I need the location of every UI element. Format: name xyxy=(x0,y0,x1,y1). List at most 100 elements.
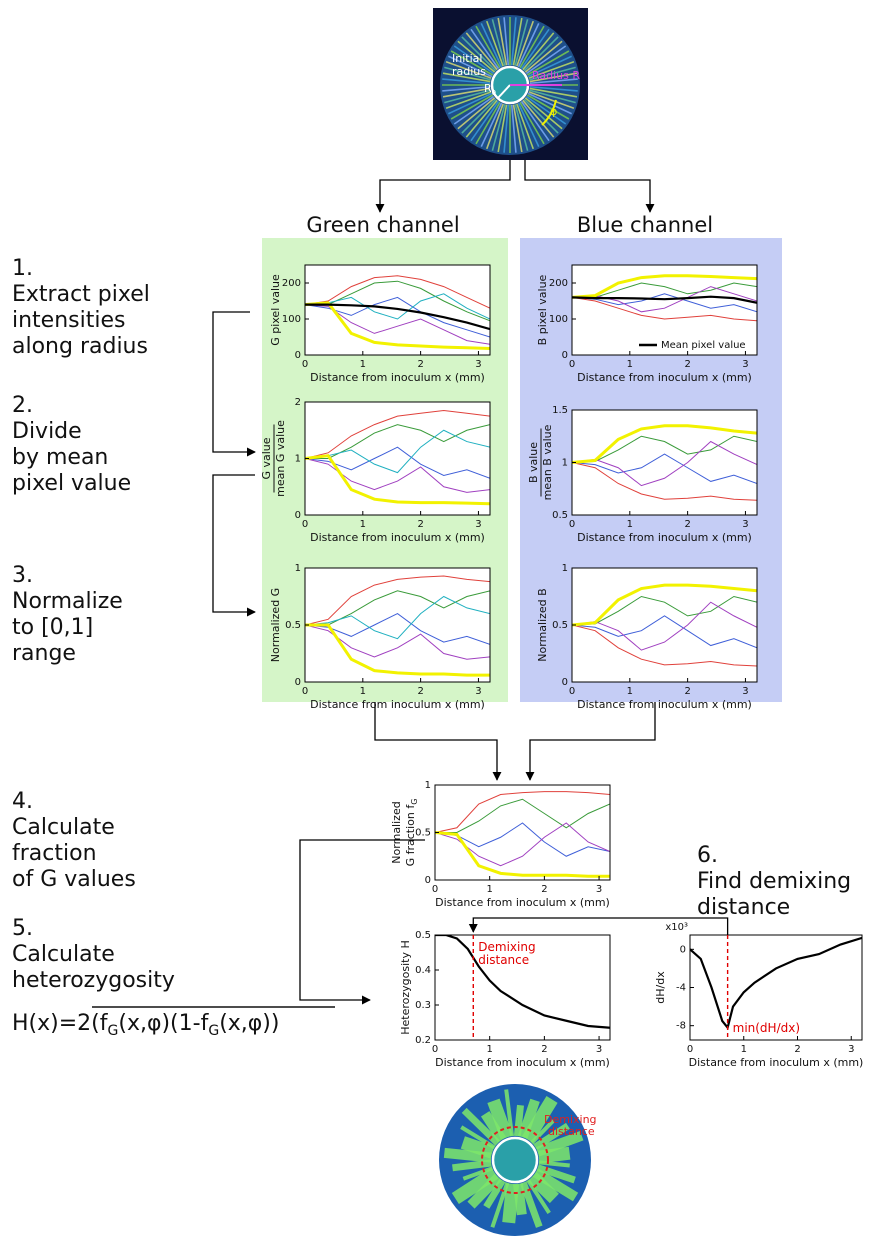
x-tick-label: 1 xyxy=(360,519,366,530)
ray xyxy=(510,104,517,153)
sector xyxy=(451,1167,499,1204)
legend-label: Mean pixel value xyxy=(661,340,746,351)
series-line xyxy=(572,615,757,649)
series-line xyxy=(305,303,490,331)
ray xyxy=(520,100,550,142)
series-line xyxy=(690,936,862,1030)
y-tick-label: 200 xyxy=(282,278,301,289)
x-tick-label: 1 xyxy=(627,359,633,370)
sector xyxy=(452,1159,492,1172)
step-number: 6. xyxy=(697,843,718,868)
series-line xyxy=(572,274,757,299)
y-axis-label-line: Normalized B xyxy=(536,588,549,661)
ray xyxy=(516,103,535,150)
y-axis-label-sub: G xyxy=(410,799,419,805)
arrow xyxy=(524,160,655,213)
step-text: by mean xyxy=(12,445,108,470)
ray xyxy=(475,101,501,145)
formula: H(x)=2(fG(x,φ)(1-fG(x,φ)) xyxy=(12,1006,335,1039)
x-tick-label: 3 xyxy=(475,519,481,530)
series-line xyxy=(572,296,757,322)
y-axis-label: Heterozygosity H xyxy=(399,940,412,1035)
x-tick-label: 0 xyxy=(569,359,575,370)
ray xyxy=(450,50,494,76)
plot-area xyxy=(435,785,610,880)
image-label: Demixing xyxy=(544,1113,597,1126)
ray xyxy=(503,17,510,66)
ray xyxy=(497,104,508,153)
arrow xyxy=(212,311,256,457)
ray xyxy=(517,23,540,68)
ray xyxy=(485,20,504,67)
x-tick-label: 1 xyxy=(487,1044,493,1055)
series-line xyxy=(572,624,757,667)
formula-sub: G xyxy=(108,1023,119,1039)
ray xyxy=(529,66,576,81)
y-tick-label: 1 xyxy=(562,563,568,574)
step-text: distance xyxy=(697,895,790,920)
series-line xyxy=(305,301,490,351)
sector xyxy=(460,1136,495,1159)
plot-area xyxy=(435,935,610,1040)
x-tick-label: 0 xyxy=(432,1044,438,1055)
ray xyxy=(444,66,491,81)
annotation: min(dH/dx) xyxy=(733,1021,800,1035)
y-axis-label-line: G value xyxy=(260,437,273,479)
y-tick-label: 0.2 xyxy=(415,1035,431,1046)
formula-part: (x,φ)(1-f xyxy=(118,1011,209,1036)
series-line xyxy=(572,453,757,484)
y-tick-label: 0.5 xyxy=(415,828,431,839)
ray xyxy=(519,101,545,145)
column-title: Blue channel xyxy=(577,213,713,237)
ray xyxy=(522,32,555,71)
x-tick-label: 2 xyxy=(417,519,423,530)
arrow xyxy=(299,839,425,1005)
y-tick-label: 200 xyxy=(549,278,568,289)
x-tick-label: 3 xyxy=(742,686,748,697)
series-line xyxy=(572,462,757,501)
x-axis-label: Distance from inoculum x (mm) xyxy=(435,896,610,909)
sector xyxy=(461,1107,501,1146)
x-tick-label: 3 xyxy=(848,1044,854,1055)
annotation: distance xyxy=(478,953,529,967)
ray xyxy=(527,92,572,115)
x-tick-label: 0 xyxy=(302,519,308,530)
step-text: Calculate xyxy=(12,815,115,840)
ray xyxy=(485,103,504,150)
ray xyxy=(523,98,559,134)
x-tick-label: 0 xyxy=(302,686,308,697)
sector xyxy=(462,1166,494,1181)
x-axis-label: Distance from inoculum x (mm) xyxy=(577,698,752,711)
x-tick-label: 3 xyxy=(596,884,602,895)
column-title: Green channel xyxy=(306,213,459,237)
ray xyxy=(465,99,498,138)
ray xyxy=(480,23,503,68)
arrow xyxy=(374,702,502,781)
sector xyxy=(526,1179,551,1215)
sector xyxy=(467,1173,502,1209)
y-tick-label: 0.5 xyxy=(415,930,431,941)
x-tick-label: 0 xyxy=(687,1044,693,1055)
inoculum xyxy=(491,1136,539,1184)
y-tick-label: 2 xyxy=(295,397,301,408)
series-line xyxy=(305,575,490,626)
series-line xyxy=(572,435,757,463)
x-tick-label: 2 xyxy=(541,1044,547,1055)
ray xyxy=(528,91,575,110)
plot-area xyxy=(305,402,490,515)
x-tick-label: 2 xyxy=(541,884,547,895)
y-tick-label: 1 xyxy=(425,780,431,791)
ray xyxy=(529,72,578,83)
y-tick-label: 0 xyxy=(295,677,301,688)
ray xyxy=(526,94,570,120)
step-text: along radius xyxy=(12,334,148,359)
label-sub: 0 xyxy=(492,89,496,97)
sector xyxy=(533,1122,570,1150)
x-tick-label: 3 xyxy=(742,519,748,530)
sector xyxy=(517,1098,540,1139)
